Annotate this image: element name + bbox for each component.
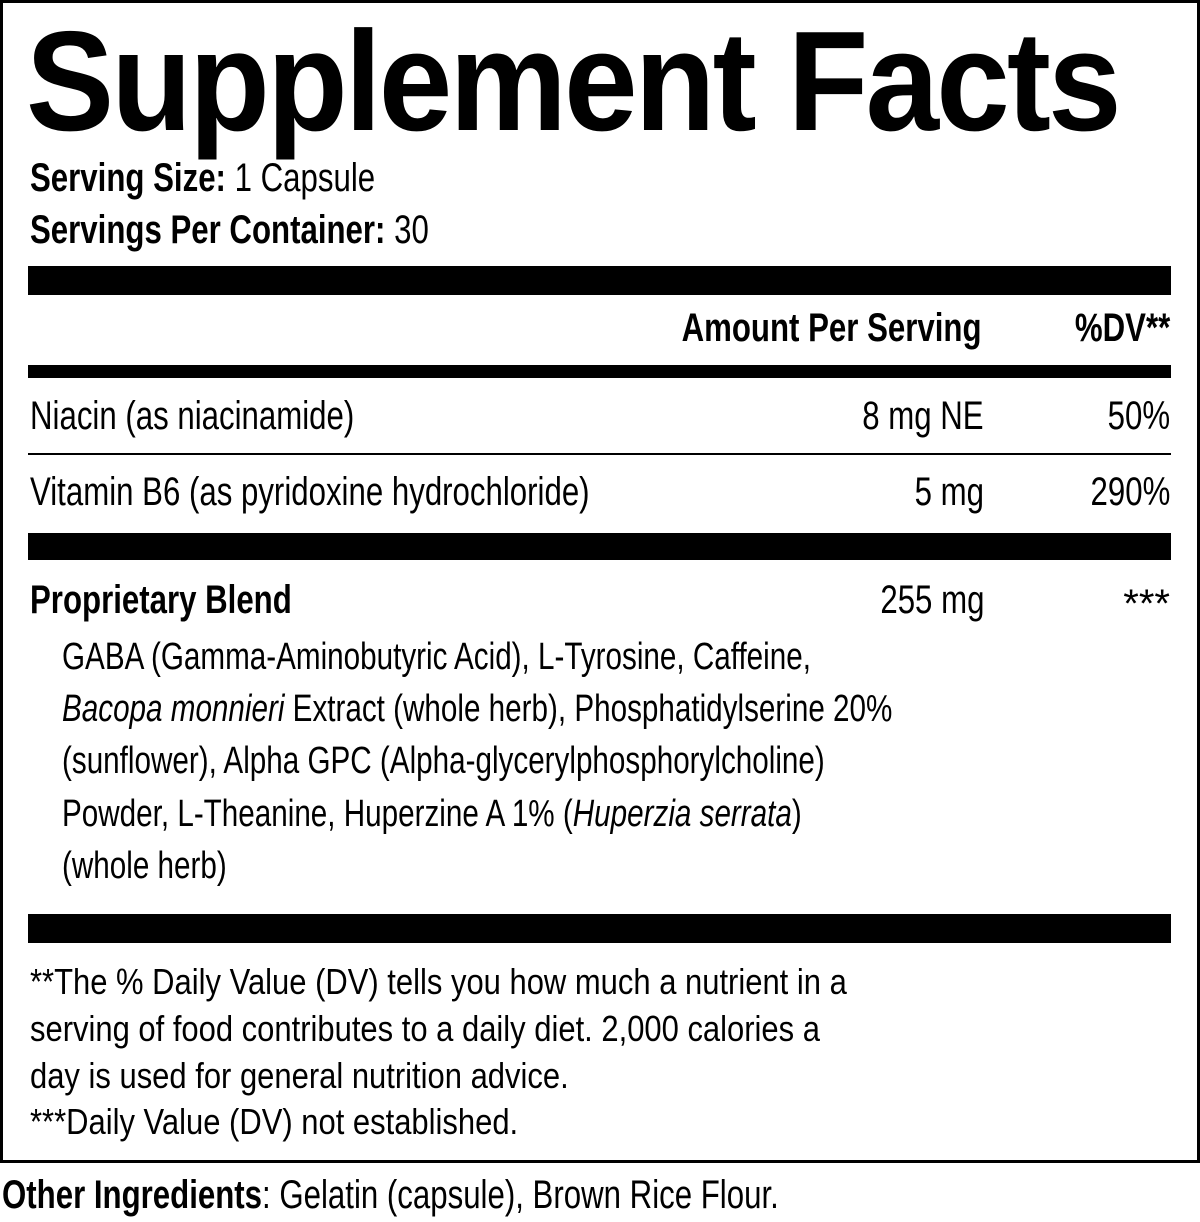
footnote-line: **The % Daily Value (DV) tells you how m… [30,961,847,1002]
amount-per-serving-header: Amount Per Serving [682,306,982,350]
ingredient-text: Extract (whole herb), Phosphatidylserine… [284,688,893,730]
ingredient-text: Powder, L-Theanine, Huperzine A 1% ( [62,793,573,835]
footnote-line: serving of food contributes to a daily d… [30,1008,820,1049]
supplement-facts-panel [0,0,1200,1163]
servings-per-container-label: Servings Per Container: [30,208,386,252]
nutrient-dv: 290% [1090,470,1170,514]
serving-size-label: Serving Size: [30,156,226,200]
nutrient-name: Vitamin B6 (as pyridoxine hydrochloride) [30,470,590,514]
nutrient-amount: 5 mg [914,470,984,514]
servings-per-container: Servings Per Container: 30 [30,206,429,254]
panel-title: Supplement Facts [26,2,1122,161]
ingredient-text: (sunflower), Alpha GPC (Alpha-glycerylph… [62,740,825,782]
other-ingredients-label: Other Ingredients [2,1173,263,1217]
nutrient-amount: 8 mg NE [862,394,984,438]
footnote-line: ***Daily Value (DV) not established. [30,1101,519,1142]
blend-amount: 255 mg [879,578,984,622]
other-ingredients-value: : Gelatin (capsule), Brown Rice Flour. [262,1173,779,1217]
ingredient-text-italic: Huperzia serrata [572,793,792,835]
thick-divider [28,533,1171,560]
serving-size: Serving Size: 1 Capsule [30,154,375,202]
ingredient-text: (whole herb) [62,845,227,887]
blend-name: Proprietary Blend [30,578,292,622]
ingredient-text-italic: Bacopa monnieri [62,688,285,730]
blend-ingredients-line: (whole herb) [62,840,227,892]
nutrient-dv: 50% [1107,394,1170,438]
servings-per-container-value: 30 [385,208,429,252]
thick-divider [28,914,1171,943]
nutrient-name: Niacin (as niacinamide) [30,394,355,438]
medium-divider [28,365,1171,378]
serving-size-value: 1 Capsule [225,156,376,200]
other-ingredients: Other Ingredients: Gelatin (capsule), Br… [2,1171,779,1219]
thick-divider [28,266,1171,295]
blend-dv: *** [1123,582,1170,626]
blend-ingredients-line: Bacopa monnieri Extract (whole herb), Ph… [62,683,892,735]
ingredient-text: ) [791,793,802,835]
blend-ingredients-line: (sunflower), Alpha GPC (Alpha-glycerylph… [62,735,825,787]
thin-divider [28,453,1171,455]
blend-ingredients-line: GABA (Gamma-Aminobutyric Acid), L-Tyrosi… [62,631,811,683]
ingredient-text: GABA (Gamma-Aminobutyric Acid), L-Tyrosi… [62,636,811,678]
dv-header: %DV** [1074,306,1170,350]
footnote-line: day is used for general nutrition advice… [30,1055,569,1096]
blend-ingredients-line: Powder, L-Theanine, Huperzine A 1% (Hupe… [62,788,802,840]
